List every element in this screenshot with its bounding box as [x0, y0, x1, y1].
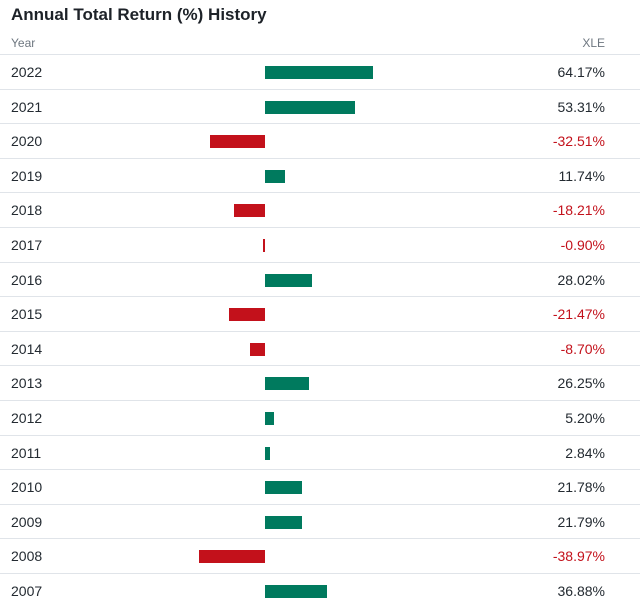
- table-row: 2018 -18.21%: [0, 193, 640, 228]
- return-value: 26.25%: [557, 375, 605, 392]
- return-history-rows: 2022 64.17% 2021 53.31% 2020 -32.51% 2019 11.74…: [0, 55, 640, 609]
- table-row: 2007 36.88%: [0, 574, 640, 609]
- positive-return-bar: [265, 584, 328, 598]
- table-row: 2016 28.02%: [0, 263, 640, 298]
- return-value: -8.70%: [560, 340, 605, 357]
- year-label: 2007: [11, 582, 43, 599]
- table-row: 2009 21.79%: [0, 505, 640, 540]
- year-label: 2015: [11, 306, 43, 323]
- return-value: 21.78%: [557, 479, 605, 496]
- table-row: 2011 2.84%: [0, 436, 640, 471]
- positive-return-bar: [265, 169, 285, 183]
- year-label: 2009: [11, 513, 43, 530]
- return-value: -0.90%: [560, 236, 605, 253]
- table-row: 2022 64.17%: [0, 55, 640, 90]
- negative-return-bar: [228, 308, 265, 322]
- return-value: -18.21%: [552, 202, 605, 219]
- return-value: -21.47%: [552, 306, 605, 323]
- table-row: 2021 53.31%: [0, 90, 640, 125]
- table-row: 2008 -38.97%: [0, 539, 640, 574]
- return-value: -32.51%: [552, 133, 605, 150]
- year-label: 2018: [11, 202, 43, 219]
- year-label: 2011: [11, 444, 42, 461]
- return-value: 5.20%: [565, 409, 605, 426]
- table-row: 2014 -8.70%: [0, 332, 640, 367]
- negative-return-bar: [263, 238, 265, 252]
- year-label: 2010: [11, 479, 43, 496]
- table-row: 2017 -0.90%: [0, 228, 640, 263]
- return-value: -38.97%: [552, 548, 605, 565]
- return-value: 36.88%: [557, 582, 605, 599]
- year-label: 2022: [11, 64, 43, 80]
- year-label: 2013: [11, 375, 43, 392]
- return-value: 28.02%: [557, 271, 605, 288]
- negative-return-bar: [250, 342, 265, 356]
- table-row: 2019 11.74%: [0, 159, 640, 194]
- chart-title: Annual Total Return (%) History: [11, 5, 267, 24]
- positive-return-bar: [265, 481, 302, 495]
- year-label: 2012: [11, 409, 43, 426]
- positive-return-bar: [265, 515, 302, 529]
- negative-return-bar: [234, 204, 265, 218]
- positive-return-bar: [265, 411, 274, 425]
- return-value: 21.79%: [557, 513, 605, 530]
- year-label: 2021: [11, 98, 43, 115]
- year-label: 2008: [11, 548, 43, 565]
- positive-return-bar: [265, 377, 310, 391]
- table-row: 2010 21.78%: [0, 470, 640, 505]
- table-row: 2015 -21.47%: [0, 297, 640, 332]
- return-value: 53.31%: [557, 98, 605, 115]
- return-value: 2.84%: [565, 444, 605, 461]
- table-row: 2013 26.25%: [0, 366, 640, 401]
- table-header: Year XLE: [0, 32, 640, 55]
- positive-return-bar: [265, 446, 270, 460]
- positive-return-bar: [265, 66, 374, 79]
- positive-return-bar: [265, 273, 313, 287]
- return-value: 64.17%: [557, 64, 605, 80]
- year-label: 2016: [11, 271, 43, 288]
- table-row: 2012 5.20%: [0, 401, 640, 436]
- year-label: 2020: [11, 133, 43, 150]
- year-label: 2014: [11, 340, 43, 357]
- table-row: 2020 -32.51%: [0, 124, 640, 159]
- negative-return-bar: [210, 135, 265, 149]
- positive-return-bar: [265, 100, 356, 114]
- return-value: 11.74%: [558, 167, 605, 184]
- ticker-column-header: XLE: [582, 36, 605, 50]
- year-label: 2017: [11, 236, 43, 253]
- negative-return-bar: [199, 550, 265, 564]
- year-label: 2019: [11, 167, 43, 184]
- year-column-header: Year: [11, 36, 36, 50]
